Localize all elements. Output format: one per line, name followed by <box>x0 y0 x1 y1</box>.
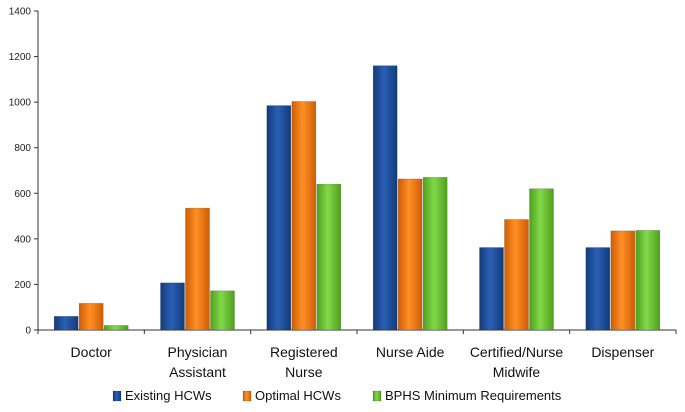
x-category-label: Doctor <box>71 344 113 360</box>
x-axis: Doctor Physician Assistant Registered Nurse N… <box>37 329 677 380</box>
bar-optimal-hcws-3 <box>397 178 423 331</box>
legend: Existing HCWs Optimal HCWs BPHS Minimum Re… <box>112 388 562 403</box>
legend-swatch <box>372 390 382 402</box>
y-axis: 0 200 400 600 800 1000 1200 1400 <box>9 7 39 337</box>
y-tick-label: 400 <box>14 234 31 245</box>
legend-label: BPHS Minimum Requirements <box>385 388 562 403</box>
legend-swatch <box>112 390 122 402</box>
y-tick-label: 200 <box>14 280 31 291</box>
x-category-label: Registered <box>270 344 338 360</box>
bar-bphs-minimum-requirements-5 <box>635 230 661 331</box>
y-tick-label: 0 <box>25 326 31 337</box>
bar-bphs-minimum-requirements-3 <box>422 177 448 331</box>
bar-bphs-minimum-requirements-4 <box>529 188 554 331</box>
bar-optimal-hcws-5 <box>610 230 636 331</box>
bar-existing-hcws-3 <box>372 65 398 331</box>
bar-existing-hcws-1 <box>160 282 185 331</box>
legend-swatch <box>242 390 252 402</box>
legend-label: Existing HCWs <box>125 388 212 403</box>
bar-existing-hcws-5 <box>585 247 611 331</box>
x-category-label: Assistant <box>169 364 226 380</box>
bars <box>53 65 661 331</box>
bar-existing-hcws-0 <box>53 316 79 331</box>
y-tick-label: 1200 <box>9 52 32 63</box>
bar-optimal-hcws-4 <box>504 219 529 331</box>
x-category-label: Dispenser <box>591 344 654 360</box>
bar-optimal-hcws-2 <box>291 101 317 331</box>
bar-optimal-hcws-1 <box>185 207 210 331</box>
y-tick-label: 1000 <box>9 98 32 109</box>
x-category-label: Midwife <box>493 364 541 380</box>
x-category-label: Nurse <box>285 364 323 380</box>
legend-label: Optimal HCWs <box>255 388 341 403</box>
bar-optimal-hcws-0 <box>78 303 104 331</box>
y-tick-label: 800 <box>14 143 31 154</box>
bar-bphs-minimum-requirements-0 <box>103 325 129 331</box>
x-category-label: Certified/Nurse <box>470 344 564 360</box>
bar-bphs-minimum-requirements-2 <box>316 183 342 331</box>
y-tick-label: 1400 <box>9 7 32 18</box>
x-category-label: Nurse Aide <box>376 344 445 360</box>
y-tick-label: 600 <box>14 189 31 200</box>
bar-existing-hcws-4 <box>479 247 504 331</box>
bar-existing-hcws-2 <box>266 105 292 331</box>
x-category-label: Physician <box>168 344 228 360</box>
bar-bphs-minimum-requirements-1 <box>210 290 235 331</box>
